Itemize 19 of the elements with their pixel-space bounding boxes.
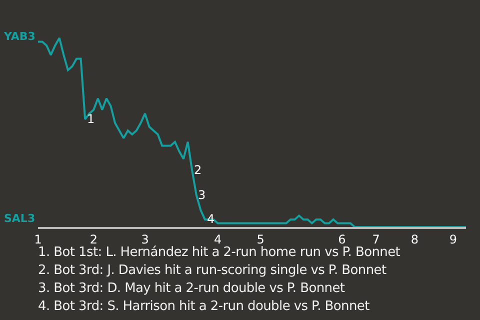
text: 4. Bot 3rd: S. Harrison hit a 2-run double vs P. Bonnet [38, 298, 370, 316]
x-tick-label: 1 [34, 232, 42, 246]
annotation: 1 [87, 112, 95, 126]
x-tick-label: 9 [449, 232, 457, 246]
x-tick-label: 3 [141, 232, 149, 246]
x-tick-label: 6 [338, 232, 346, 246]
x-tick-label: 8 [410, 232, 418, 246]
text: YAB3 [3, 30, 36, 43]
text: 2. Bot 3rd: J. Davies hit a run-scoring single vs P. Bonnet [38, 262, 388, 280]
x-tick-label: 5 [256, 232, 264, 246]
annotation: 2 [194, 163, 202, 177]
text: 3. Bot 3rd: D. May hit a 2-run double vs P. Bonnet [38, 280, 346, 298]
text: SAL3 [4, 212, 36, 225]
annotation: 4 [207, 212, 215, 226]
x-tick-label: 4 [214, 232, 222, 246]
x-tick-label: 2 [90, 232, 98, 246]
annotation: 3 [198, 188, 206, 202]
x-tick-label: 7 [372, 232, 380, 246]
text: 1. Bot 1st: L. Hernández hit a 2-run home run vs P. Bonnet [38, 244, 400, 262]
